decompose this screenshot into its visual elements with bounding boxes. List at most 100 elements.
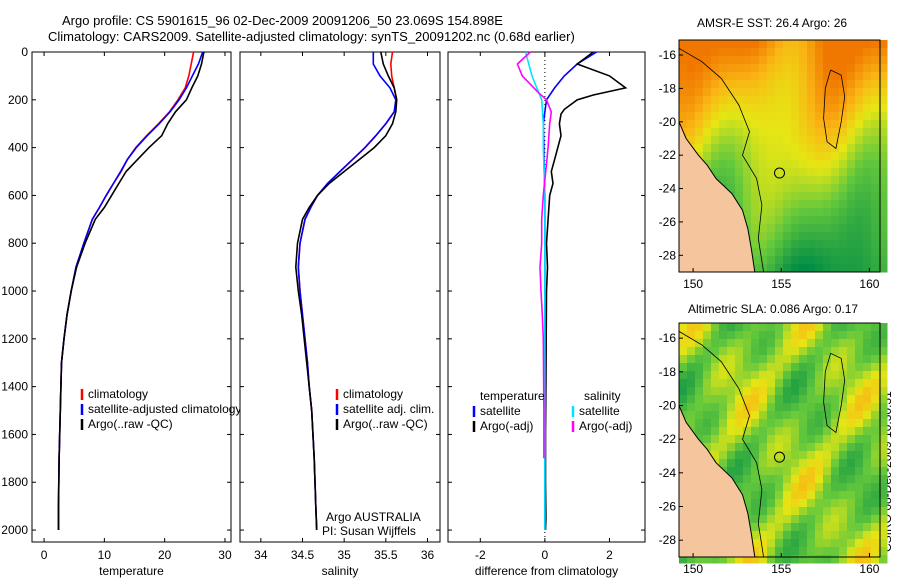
map-cell: [815, 248, 824, 257]
map-cell: [759, 547, 768, 556]
map-cell: [751, 531, 760, 540]
map-cell: [823, 152, 832, 161]
map-cell: [783, 104, 792, 113]
map-cell: [735, 144, 744, 153]
map-cell: [799, 427, 808, 436]
map-cell: [871, 483, 880, 492]
map-cell: [847, 232, 856, 241]
map-cell: [727, 112, 736, 121]
map-cell: [823, 48, 832, 57]
map-cell: [687, 120, 696, 129]
map-cell: [743, 104, 752, 113]
map-cell: [839, 363, 848, 372]
map-cell: [727, 120, 736, 129]
map-cell: [759, 427, 768, 436]
map-cell: [775, 136, 784, 145]
map-cell: [759, 128, 768, 137]
map-cell: [735, 371, 744, 380]
map-cell: [831, 499, 840, 508]
map-cell: [879, 160, 888, 169]
map-cell: [751, 363, 760, 372]
map-cell: [735, 72, 744, 81]
map-cell: [855, 192, 864, 201]
map-cell: [799, 403, 808, 412]
map-cell: [695, 120, 704, 129]
series-line-temperature-2: [57, 51, 205, 530]
map-cell: [807, 467, 816, 476]
map-cell: [863, 475, 872, 484]
map-cell: [767, 475, 776, 484]
map-cell: [855, 160, 864, 169]
map-cell: [815, 208, 824, 217]
map-cell: [807, 128, 816, 137]
map-cell: [679, 395, 688, 404]
map-cell: [751, 160, 760, 169]
map-cell: [839, 96, 848, 105]
map-cell: [775, 184, 784, 193]
map-cell: [727, 176, 736, 185]
map-cell: [679, 387, 688, 396]
map-cell: [839, 459, 848, 468]
map-cell: [871, 128, 880, 137]
map-cell: [727, 64, 736, 73]
map-cell: [863, 72, 872, 81]
map-cell: [815, 371, 824, 380]
map-cell: [863, 128, 872, 137]
map-ytick-label: -20: [659, 398, 677, 412]
map-cell: [791, 40, 800, 49]
map-cell: [799, 240, 808, 249]
map-cell: [783, 112, 792, 121]
map-cell: [831, 483, 840, 492]
map-cell: [823, 120, 832, 129]
map-cell: [759, 395, 768, 404]
map-cell: [871, 515, 880, 524]
map-cell: [855, 539, 864, 548]
map-cell: [775, 160, 784, 169]
map-cell: [759, 411, 768, 420]
map-cell: [775, 539, 784, 548]
map-cell: [807, 547, 816, 556]
map-cell: [775, 459, 784, 468]
map-cell: [711, 451, 720, 460]
map-cell: [815, 411, 824, 420]
map-cell: [751, 248, 760, 257]
map-cell: [783, 40, 792, 49]
map-cell: [807, 339, 816, 348]
map-cell: [879, 443, 888, 452]
map-cell: [791, 120, 800, 129]
map-cell: [807, 80, 816, 89]
map-cell: [783, 168, 792, 177]
map-cell: [831, 403, 840, 412]
map-cell: [831, 371, 840, 380]
map-cell: [831, 120, 840, 129]
map-cell: [703, 72, 712, 81]
sst-map-title: AMSR-E SST: 26.4 Argo: 26: [697, 16, 848, 30]
map-cell: [871, 323, 880, 332]
map-cell: [783, 192, 792, 201]
map-cell: [719, 331, 728, 340]
map-cell: [823, 88, 832, 97]
map-cell: [759, 216, 768, 225]
map-cell: [783, 144, 792, 153]
map-cell: [783, 475, 792, 484]
map-cell: [727, 459, 736, 468]
map-cell: [871, 499, 880, 508]
map-cell: [767, 152, 776, 161]
map-cell: [767, 411, 776, 420]
map-cell: [839, 323, 848, 332]
map-cell: [823, 208, 832, 217]
map-cell: [863, 48, 872, 57]
map-cell: [687, 112, 696, 121]
map-cell: [751, 80, 760, 89]
map-cell: [831, 355, 840, 364]
map-cell: [743, 555, 752, 564]
map-cell: [743, 475, 752, 484]
map-cell: [783, 515, 792, 524]
map-cell: [711, 355, 720, 364]
map-cell: [743, 96, 752, 105]
map-cell: [719, 144, 728, 153]
map-cell: [783, 427, 792, 436]
map-cell: [791, 80, 800, 89]
map-cell: [807, 459, 816, 468]
map-cell: [847, 347, 856, 356]
